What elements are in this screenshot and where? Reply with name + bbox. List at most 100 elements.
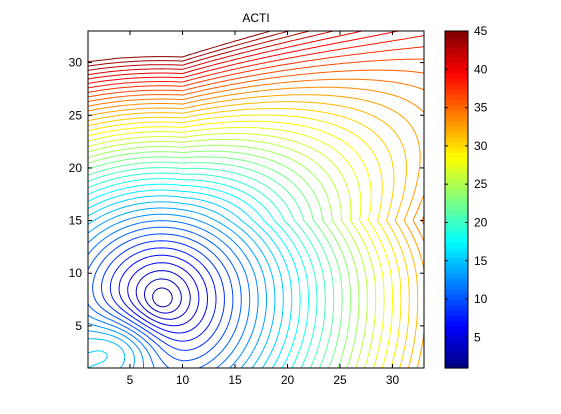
y-axis: 5 10 15 20 25 30 (69, 56, 424, 333)
contour-level-3 (143, 278, 182, 314)
contour-level-39 (87, 30, 399, 84)
colorbar-swatch (445, 220, 468, 227)
colorbar-swatch (445, 104, 468, 111)
contour-level-44 (87, 30, 271, 63)
colorbar: 5 10 15 20 25 30 35 40 45 (444, 24, 488, 369)
colorbar-swatch (445, 173, 468, 180)
colorbar-swatch (445, 257, 468, 264)
contour-level-4 (135, 270, 191, 320)
contour-level-37 (87, 46, 425, 93)
colorbar-swatch (445, 225, 468, 232)
x-axis: 5 10 15 20 25 30 (127, 31, 400, 387)
colorbar-swatch (445, 162, 468, 169)
colorbar-swatch (445, 273, 468, 280)
colorbar-swatch (445, 141, 468, 148)
contour-level-35 (87, 69, 425, 103)
colorbar-swatch (445, 236, 468, 243)
colorbar-swatch (445, 152, 468, 158)
colorbar-tick-label: 5 (474, 330, 481, 344)
colorbar-swatch (445, 352, 468, 359)
colorbar-swatch (445, 31, 468, 37)
colorbar-swatch (445, 289, 468, 295)
colorbar-swatch (445, 83, 468, 90)
colorbar-tick-label: 45 (474, 24, 488, 38)
colorbar-swatch (445, 231, 468, 237)
colorbar-swatch (445, 136, 468, 143)
colorbar-swatch (445, 357, 468, 364)
colorbar-swatch (445, 125, 468, 132)
colorbar-swatch (445, 278, 468, 285)
colorbar-tick-label: 15 (474, 254, 488, 268)
colorbar-swatch (445, 62, 468, 69)
colorbar-swatch (445, 320, 468, 327)
colorbar-swatch (445, 131, 468, 137)
contour-level-15 (87, 195, 284, 369)
contour-level-11 (87, 220, 251, 369)
contour-level-29 (87, 114, 402, 369)
x-tick-label: 20 (281, 373, 295, 387)
colorbar-tick-label: 10 (474, 292, 488, 306)
y-tick-label: 15 (69, 214, 83, 228)
colorbar-frame (444, 30, 469, 369)
contour-lines (87, 30, 425, 369)
x-tick-label: 25 (333, 373, 347, 387)
contour-level-7 (109, 247, 217, 342)
colorbar-swatch (445, 246, 468, 253)
colorbar-swatch (445, 52, 468, 58)
colorbar-swatch (445, 183, 468, 190)
colorbar-swatch (445, 362, 468, 369)
colorbar-swatch (445, 146, 468, 153)
colorbar-swatch (445, 304, 468, 311)
colorbar-swatch (445, 194, 468, 201)
contour-level-12 (87, 213, 259, 369)
y-tick-label: 10 (69, 266, 83, 280)
colorbar-tick-label: 30 (474, 139, 488, 153)
x-tick-label: 15 (228, 373, 242, 387)
colorbar-swatch (445, 215, 468, 222)
contour-level-23 (87, 150, 351, 369)
contour-level-2 (152, 287, 173, 308)
contour-level-13 (87, 207, 267, 369)
chart-title: ACTI (242, 11, 269, 25)
y-tick-label: 5 (75, 319, 82, 333)
colorbar-swatch (445, 262, 468, 269)
colorbar-swatch (445, 115, 468, 122)
colorbar-tick-label: 20 (474, 215, 488, 229)
colorbar-swatch (445, 46, 468, 53)
colorbar-swatch (445, 210, 468, 216)
colorbar-swatch (445, 41, 468, 48)
colorbar-swatch (445, 204, 468, 211)
colorbar-swatch (445, 267, 468, 274)
contour-level-10 (87, 226, 242, 369)
colorbar-swatch (445, 157, 468, 164)
contour-level-9 (92, 233, 234, 362)
contour-level-40 (87, 30, 363, 80)
colorbar-swatch (445, 294, 468, 301)
colorbar-tick-label: 25 (474, 177, 488, 191)
x-tick-label: 30 (386, 373, 400, 387)
contour-level-28 (87, 120, 393, 369)
contour-level-30 (87, 108, 410, 369)
x-tick-label: 10 (176, 373, 190, 387)
y-tick-label: 20 (69, 161, 83, 175)
contour-level-41 (87, 30, 334, 76)
contour-level-31 (87, 101, 419, 369)
y-tick-label: 30 (69, 56, 83, 70)
contour-level-20 (87, 167, 326, 369)
colorbar-swatch (445, 299, 468, 306)
colorbar-swatch (445, 78, 468, 85)
colorbar-swatch (445, 283, 468, 290)
colorbar-swatch (445, 109, 468, 116)
contour-level-14 (87, 201, 276, 369)
contour-level-18 (87, 178, 309, 369)
contour-level-6 (118, 254, 208, 334)
colorbar-swatch (445, 99, 468, 106)
colorbar-swatch (445, 178, 468, 185)
colorbar-swatch (445, 94, 468, 101)
colorbar-swatch (445, 341, 468, 348)
colorbar-swatch (445, 336, 468, 343)
colorbar-swatch (445, 57, 468, 64)
contour-level-25 (87, 138, 368, 369)
colorbar-swatch (445, 167, 468, 174)
